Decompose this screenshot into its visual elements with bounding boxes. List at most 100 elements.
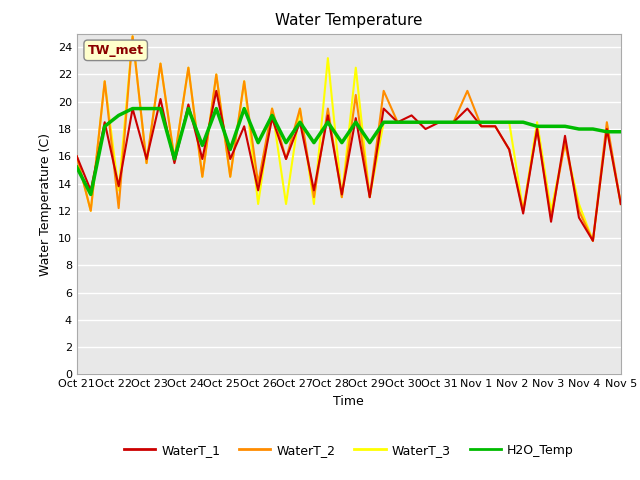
WaterT_2 [101,78,109,84]
WaterT_2 [87,208,95,214]
WaterT_1 [227,156,234,162]
WaterT_3 [436,120,444,125]
WaterT_3 [589,238,596,244]
WaterT_1 [157,96,164,102]
WaterT_1 [212,88,220,94]
WaterT_2 [575,208,583,214]
WaterT_1 [352,115,360,121]
WaterT_1 [73,154,81,159]
WaterT_1 [492,123,499,129]
H2O_Temp [436,120,444,125]
WaterT_1 [519,211,527,216]
WaterT_1 [198,156,206,162]
H2O_Temp [533,123,541,129]
WaterT_3 [296,106,304,111]
WaterT_1 [296,120,304,125]
WaterT_2 [422,120,429,125]
WaterT_2 [352,92,360,98]
WaterT_3 [603,126,611,132]
WaterT_3 [198,174,206,180]
WaterT_2 [547,215,555,220]
WaterT_1 [463,106,471,111]
WaterT_2 [380,88,387,94]
WaterT_2 [603,120,611,125]
H2O_Temp [338,140,346,145]
H2O_Temp [547,123,555,129]
WaterT_3 [352,65,360,71]
WaterT_3 [575,201,583,207]
H2O_Temp [310,140,318,145]
WaterT_2 [324,106,332,111]
WaterT_3 [157,60,164,66]
H2O_Temp [171,156,179,162]
H2O_Temp [115,112,122,118]
WaterT_2 [310,194,318,200]
WaterT_2 [296,106,304,111]
WaterT_3 [519,208,527,214]
WaterT_2 [171,156,179,162]
Legend: WaterT_1, WaterT_2, WaterT_3, H2O_Temp: WaterT_1, WaterT_2, WaterT_3, H2O_Temp [119,439,579,462]
H2O_Temp [422,120,429,125]
WaterT_1 [533,126,541,132]
H2O_Temp [268,112,276,118]
H2O_Temp [394,120,401,125]
WaterT_1 [254,188,262,193]
H2O_Temp [227,146,234,152]
WaterT_3 [101,78,109,84]
WaterT_1 [506,146,513,152]
Line: WaterT_3: WaterT_3 [77,36,621,241]
WaterT_1 [115,183,122,189]
H2O_Temp [87,192,95,197]
WaterT_2 [338,194,346,200]
WaterT_1 [101,120,109,125]
WaterT_3 [449,120,457,125]
WaterT_1 [324,112,332,118]
Y-axis label: Water Temperature (C): Water Temperature (C) [39,132,52,276]
WaterT_3 [241,78,248,84]
H2O_Temp [73,164,81,170]
WaterT_2 [519,208,527,214]
WaterT_2 [254,180,262,186]
WaterT_1 [380,106,387,111]
H2O_Temp [157,106,164,111]
WaterT_2 [198,174,206,180]
H2O_Temp [101,123,109,129]
WaterT_2 [366,194,374,200]
WaterT_2 [115,205,122,211]
H2O_Temp [366,140,374,145]
WaterT_1 [408,112,415,118]
WaterT_2 [227,174,234,180]
WaterT_1 [436,120,444,125]
WaterT_2 [492,123,499,129]
H2O_Temp [282,140,290,145]
WaterT_3 [324,55,332,61]
H2O_Temp [506,120,513,125]
WaterT_3 [212,72,220,77]
WaterT_3 [561,140,569,145]
H2O_Temp [143,106,150,111]
WaterT_3 [394,120,401,125]
WaterT_2 [184,65,192,71]
WaterT_1 [617,201,625,207]
WaterT_3 [380,120,387,125]
WaterT_1 [575,215,583,220]
WaterT_1 [547,219,555,225]
WaterT_2 [212,72,220,77]
H2O_Temp [492,120,499,125]
WaterT_3 [492,120,499,125]
H2O_Temp [463,120,471,125]
WaterT_1 [268,115,276,121]
H2O_Temp [380,120,387,125]
WaterT_1 [282,156,290,162]
Title: Water Temperature: Water Temperature [275,13,422,28]
H2O_Temp [212,106,220,111]
WaterT_3 [282,201,290,207]
H2O_Temp [408,120,415,125]
WaterT_2 [477,123,485,129]
WaterT_2 [617,201,625,207]
H2O_Temp [519,120,527,125]
WaterT_2 [589,238,596,244]
WaterT_3 [422,120,429,125]
WaterT_2 [394,120,401,125]
WaterT_2 [129,34,136,39]
